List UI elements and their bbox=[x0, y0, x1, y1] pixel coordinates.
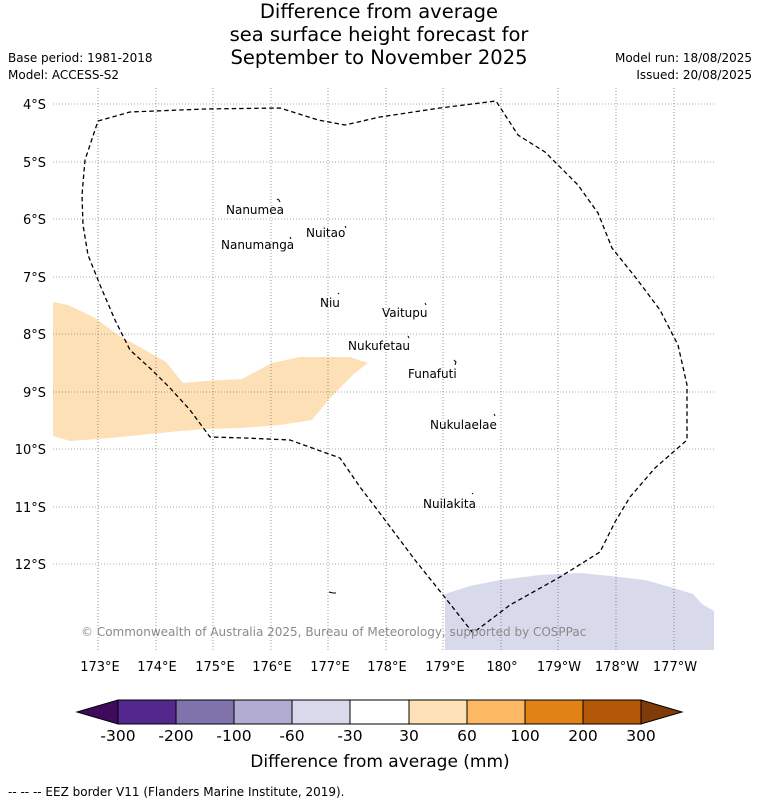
lon-label: 177°W bbox=[653, 660, 697, 675]
colorbar-tick: 60 bbox=[457, 727, 477, 745]
place-label: Nanumea bbox=[226, 203, 284, 217]
map-area: Nanumea Nuitao Nanumanga Niu Vaitupu Nuk… bbox=[53, 88, 714, 650]
lat-label: 8°S bbox=[23, 328, 46, 343]
place-label: Nuitao bbox=[306, 226, 345, 240]
lon-label: 178°E bbox=[367, 660, 407, 675]
colorbar-tick: -30 bbox=[337, 727, 362, 745]
lat-label: 5°S bbox=[23, 156, 46, 171]
colorbar-segment bbox=[75, 699, 119, 725]
map-figure: Nanumea Nuitao Nanumanga Niu Vaitupu Nuk… bbox=[15, 88, 714, 772]
colorbar-segment bbox=[233, 699, 293, 725]
colorbar-tick: -100 bbox=[216, 727, 251, 745]
latitude-labels: 4°S 5°S 6°S 7°S 8°S 9°S 10°S 11°S 12°S bbox=[15, 98, 46, 573]
lat-label: 4°S bbox=[23, 98, 46, 113]
place-labels: Nanumea Nuitao Nanumanga Niu Vaitupu Nuk… bbox=[221, 203, 497, 511]
colorbar-tick: -200 bbox=[158, 727, 193, 745]
lon-label: 173°E bbox=[80, 660, 120, 675]
place-label: Nukufetau bbox=[348, 339, 410, 353]
colorbar-title: Difference from average (mm) bbox=[250, 752, 509, 772]
copyright-notice: © Commonwealth of Australia 2025, Bureau… bbox=[81, 625, 586, 639]
colorbar-segment bbox=[408, 699, 468, 725]
base-period: Base period: 1981-2018 bbox=[8, 51, 153, 65]
colorbar-tick-labels: -300 -200 -100 -60 -30 30 60 100 200 300 bbox=[100, 727, 655, 745]
lon-label: 179°E bbox=[425, 660, 465, 675]
colorbar-segment bbox=[524, 699, 584, 725]
lat-label: 9°S bbox=[23, 386, 46, 401]
colorbar-tick: 30 bbox=[399, 727, 419, 745]
place-label: Niu bbox=[320, 296, 340, 310]
meta-left: Base period: 1981-2018 Model: ACCESS-S2 bbox=[8, 50, 153, 84]
lon-label: 175°E bbox=[195, 660, 235, 675]
place-label: Vaitupu bbox=[382, 306, 428, 320]
lon-label: 174°E bbox=[137, 660, 177, 675]
colorbar-segment bbox=[466, 699, 526, 725]
model-name: Model: ACCESS-S2 bbox=[8, 68, 120, 82]
lat-label: 11°S bbox=[15, 501, 46, 516]
chart-title: Difference from average sea surface heig… bbox=[0, 0, 758, 69]
negative-anomaly-region bbox=[445, 573, 714, 650]
lat-label: 6°S bbox=[23, 213, 46, 228]
lon-label: 178°W bbox=[595, 660, 639, 675]
colorbar-segment bbox=[349, 699, 410, 725]
colorbar-segment bbox=[291, 699, 351, 725]
lat-label: 7°S bbox=[23, 271, 46, 286]
colorbar-tick: -300 bbox=[100, 727, 135, 745]
eez-border bbox=[81, 100, 688, 634]
issued-date: Issued: 20/08/2025 bbox=[636, 68, 752, 82]
place-label: Nanumanga bbox=[221, 238, 294, 252]
lat-label: 10°S bbox=[15, 443, 46, 458]
meta-right: Model run: 18/08/2025 Issued: 20/08/2025 bbox=[615, 50, 752, 84]
colorbar-tick: 100 bbox=[510, 727, 540, 745]
colorbar-tick: 200 bbox=[568, 727, 598, 745]
lon-label: 177°E bbox=[310, 660, 350, 675]
lon-label: 176°E bbox=[252, 660, 292, 675]
lon-label: 179°W bbox=[537, 660, 581, 675]
title-line-2: sea surface height forecast for bbox=[229, 23, 529, 46]
colorbar-segment bbox=[175, 699, 235, 725]
longitude-labels: 173°E 174°E 175°E 176°E 177°E 178°E 179°… bbox=[80, 660, 697, 675]
lat-label: 12°S bbox=[15, 558, 46, 573]
colorbar-segment bbox=[640, 699, 684, 725]
positive-anomaly-region bbox=[53, 302, 368, 441]
title-line-1: Difference from average bbox=[259, 0, 499, 23]
lon-label: 180° bbox=[486, 660, 517, 675]
eez-footnote: -- -- -- EEZ border V11 (Flanders Marine… bbox=[8, 785, 345, 799]
colorbar-tick: 300 bbox=[626, 727, 656, 745]
island-markers bbox=[276, 198, 496, 594]
place-label: Nuilakita bbox=[423, 497, 476, 511]
colorbar-segment bbox=[117, 699, 177, 725]
colorbar-tick: -60 bbox=[279, 727, 304, 745]
place-label: Funafuti bbox=[408, 367, 457, 381]
title-line-3: September to November 2025 bbox=[230, 46, 528, 69]
map-grid bbox=[53, 88, 714, 650]
colorbar-segment bbox=[582, 699, 642, 725]
place-label: Nukulaelae bbox=[430, 418, 497, 432]
model-run: Model run: 18/08/2025 bbox=[614, 51, 752, 65]
colorbar bbox=[75, 699, 684, 725]
